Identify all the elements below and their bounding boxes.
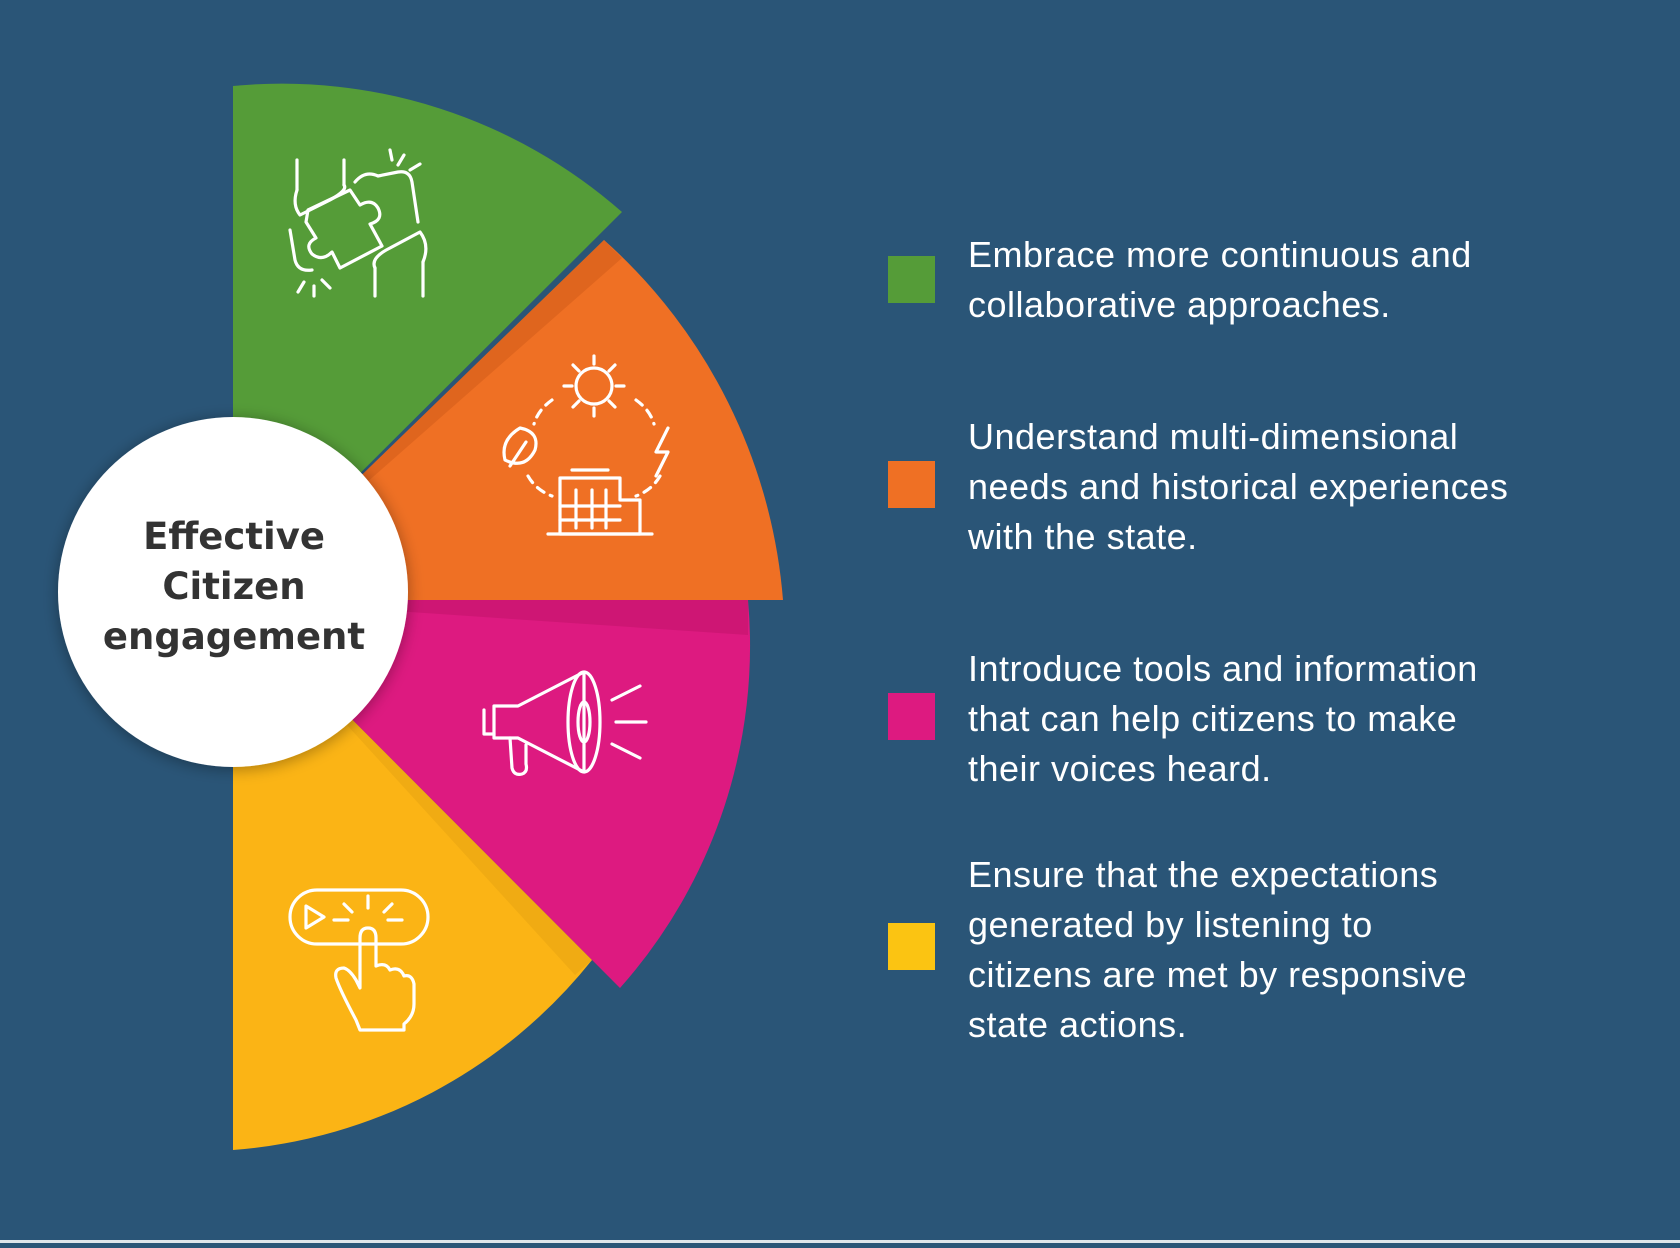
legend-line: collaborative approaches.: [968, 284, 1391, 325]
legend-line: Embrace more continuous and: [968, 234, 1472, 275]
center-circle: [58, 417, 408, 767]
legend-swatch-orange: [888, 461, 935, 508]
legend-line: Understand multi-dimensional: [968, 416, 1459, 457]
megaphone-icon: [482, 670, 648, 776]
center-title: Effective Citizen engagement: [60, 512, 408, 662]
puzzle-hands-icon: [288, 148, 428, 298]
legend-text: Embrace more continuous and collaborativ…: [968, 230, 1628, 330]
legend-line: that can help citizens to make: [968, 698, 1458, 739]
legend-line: with the state.: [968, 516, 1198, 557]
legend-line: generated by listening to: [968, 904, 1373, 945]
legend-swatch-yellow: [888, 923, 935, 970]
legend-text: Ensure that the expectations generated b…: [968, 850, 1628, 1050]
legend-swatch-green: [888, 256, 935, 303]
legend-line: their voices heard.: [968, 748, 1272, 789]
energy-cycle-icon: [502, 354, 670, 536]
bottom-divider: [0, 1240, 1680, 1243]
center-title-line-2: Citizen: [162, 565, 306, 608]
legend-line: citizens are met by responsive: [968, 954, 1468, 995]
center-title-line-3: engagement: [102, 615, 366, 658]
legend-text: Introduce tools and information that can…: [968, 644, 1628, 794]
legend-line: state actions.: [968, 1004, 1188, 1045]
legend-swatch-magenta: [888, 693, 935, 740]
click-button-icon: [288, 888, 430, 1032]
legend-line: needs and historical experiences: [968, 466, 1509, 507]
legend-line: Ensure that the expectations: [968, 854, 1439, 895]
legend-line: Introduce tools and information: [968, 648, 1478, 689]
center-title-line-1: Effective: [143, 515, 325, 558]
legend-text: Understand multi-dimensional needs and h…: [968, 412, 1628, 562]
